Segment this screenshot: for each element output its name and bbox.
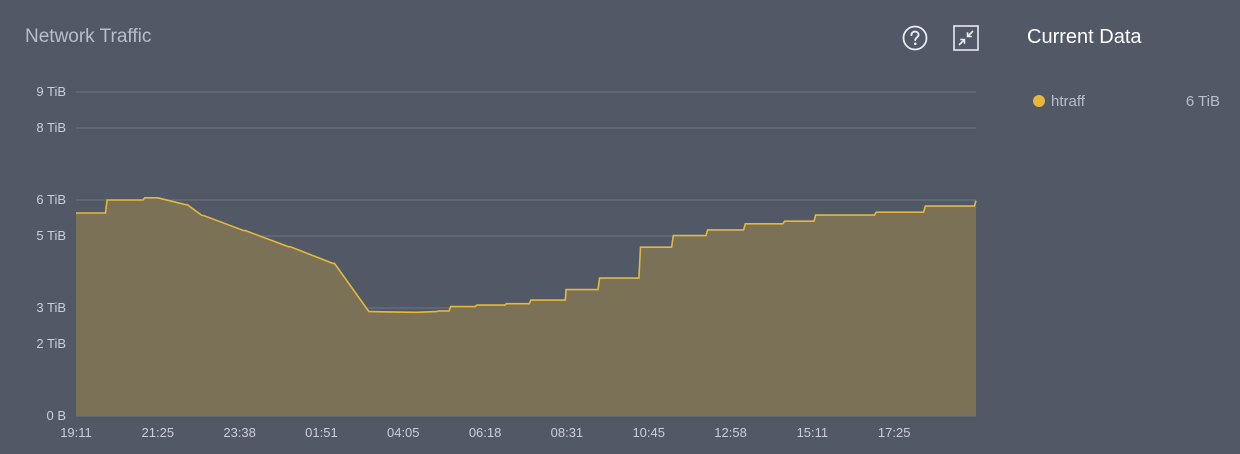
y-tick-label: 9 TiB [36, 84, 66, 99]
collapse-icon[interactable] [952, 24, 980, 52]
x-tick-label: 08:31 [551, 425, 584, 440]
x-tick-label: 06:18 [469, 425, 502, 440]
legend-item[interactable]: htraff 6 TiB [1033, 92, 1220, 112]
x-tick-label: 01:51 [305, 425, 338, 440]
y-tick-label: 2 TiB [36, 336, 66, 351]
x-tick-label: 17:25 [878, 425, 911, 440]
network-traffic-panel: 0 B 2 TiB 3 TiB 5 TiB 6 TiB 8 TiB 9 TiB 19:11 2… [25, 24, 980, 440]
x-axis: 19:11 21:25 23:38 01:51 04:05 06:18 08:31 10:45… [60, 425, 910, 440]
series-line [76, 197, 977, 314]
x-tick-label: 12:58 [714, 425, 747, 440]
x-tick-label: 10:45 [632, 425, 665, 440]
help-circle-icon[interactable] [901, 24, 929, 52]
y-tick-label: 0 B [46, 408, 66, 423]
panel-title: Network Traffic [25, 26, 152, 47]
series-area-fill [76, 197, 976, 416]
current-data-panel: Current Data htraff 6 TiB [1000, 0, 1240, 454]
x-tick-label: 23:38 [223, 425, 256, 440]
traffic-chart: 0 B 2 TiB 3 TiB 5 TiB 6 TiB 8 TiB 9 TiB 19:11 2… [36, 84, 977, 440]
current-data-title: Current Data [1027, 26, 1142, 48]
y-tick-label: 3 TiB [36, 300, 66, 315]
y-tick-label: 6 TiB [36, 192, 66, 207]
y-axis: 0 B 2 TiB 3 TiB 5 TiB 6 TiB 8 TiB 9 TiB [36, 84, 66, 423]
legend-value: 6 TiB [1185, 93, 1220, 110]
series-area-layer [76, 197, 977, 416]
x-tick-label: 04:05 [387, 425, 420, 440]
x-tick-label: 15:11 [797, 425, 829, 440]
legend-dot-icon [1033, 95, 1045, 107]
y-tick-label: 8 TiB [36, 120, 66, 135]
x-tick-label: 19:11 [60, 425, 92, 440]
x-tick-label: 21:25 [142, 425, 175, 440]
legend-name: htraff [1051, 93, 1085, 110]
y-tick-label: 5 TiB [36, 228, 66, 243]
